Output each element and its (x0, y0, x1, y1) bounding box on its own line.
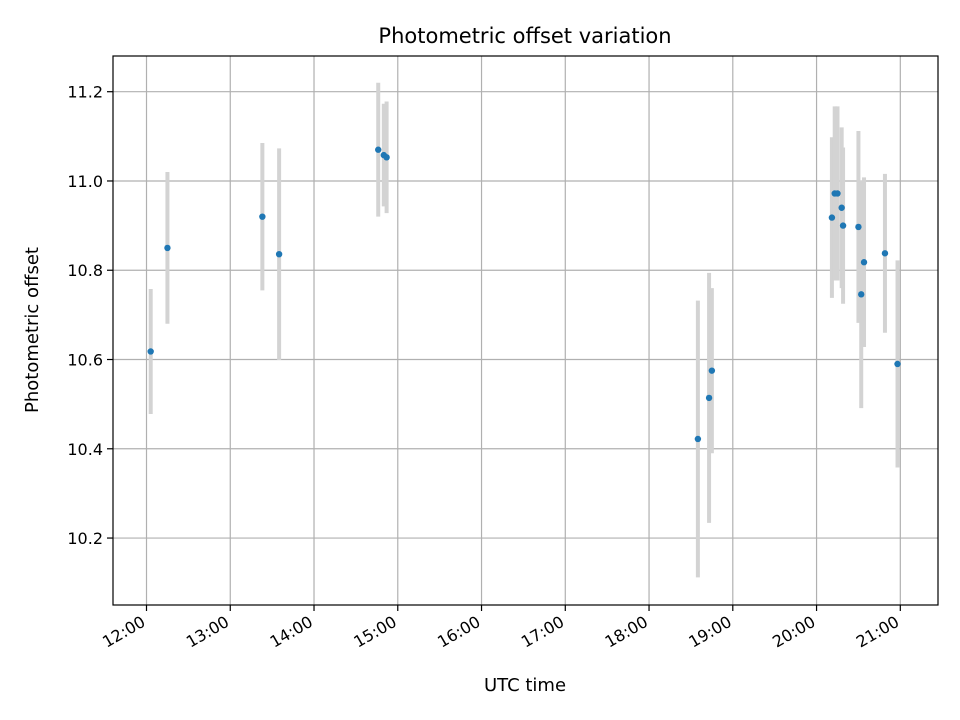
data-point (383, 154, 390, 161)
x-axis-ticks: 12:00 13:00 14:00 15:00 16:00 17:00 18:00 19:00… (99, 605, 902, 652)
x-tick-label: 20:00 (769, 612, 818, 652)
data-point (147, 348, 154, 355)
y-axis-ticks: 10.2 10.4 10.6 10.8 11.0 11.2 (67, 83, 113, 548)
x-tick-label: 18:00 (602, 612, 651, 652)
plot-frame (112, 55, 939, 606)
data-point (275, 250, 283, 258)
x-tick-label: 21:00 (853, 612, 902, 652)
error-bars (148, 82, 900, 578)
x-tick-label: 19:00 (685, 612, 734, 652)
x-tick-label: 17:00 (518, 612, 567, 652)
data-points (147, 146, 901, 443)
data-point (858, 291, 865, 298)
data-point (838, 204, 845, 211)
y-tick-label: 10.8 (67, 261, 103, 280)
data-point (894, 360, 901, 368)
data-point (881, 250, 889, 257)
data-point (839, 222, 847, 229)
data-point (860, 259, 868, 266)
grid (113, 56, 938, 605)
x-tick-label: 15:00 (350, 612, 399, 652)
x-tick-label: 13:00 (183, 612, 232, 652)
data-point (705, 394, 713, 402)
data-point (164, 244, 171, 252)
y-tick-label: 11.2 (67, 83, 103, 102)
y-axis-label: Photometric offset (22, 247, 43, 413)
data-point (828, 214, 836, 221)
chart-title: Photometric offset variation (378, 24, 671, 48)
data-point (375, 146, 382, 153)
y-tick-label: 11.0 (67, 172, 103, 191)
x-tick-label: 12:00 (99, 612, 148, 652)
data-point (855, 223, 862, 231)
y-tick-label: 10.6 (67, 351, 103, 370)
x-tick-label: 14:00 (267, 612, 316, 652)
x-tick-label: 16:00 (434, 612, 483, 652)
y-tick-label: 10.4 (67, 440, 103, 459)
data-point (708, 367, 716, 374)
data-point (834, 190, 841, 197)
x-axis-label: UTC time (484, 675, 566, 696)
data-point (259, 213, 266, 220)
y-tick-label: 10.2 (67, 529, 103, 548)
data-point (694, 435, 702, 443)
